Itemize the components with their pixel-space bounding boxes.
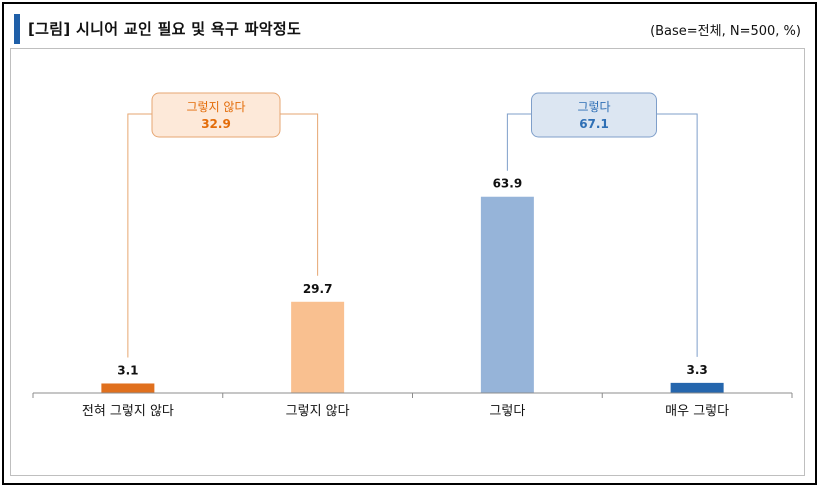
group-bracket-1 — [127, 113, 319, 358]
category-label-4: 매우 그렇다 — [665, 404, 729, 419]
group-value-1: 32.9 — [201, 117, 231, 131]
value-label-3: 63.9 — [493, 177, 523, 191]
group-value-2: 67.1 — [579, 117, 609, 131]
group-label-1: 그렇지 않다 — [186, 99, 245, 114]
bar-3 — [480, 196, 534, 393]
bar-chart: 3.129.763.93.3전혀 그렇지 않다 그렇지 않다 그렇다 매우 그렇다그렇… — [32, 92, 793, 419]
group-box-2 — [531, 92, 657, 138]
chart-title: [그림] 시니어 교인 필요 및 욕구 파악정도 — [28, 20, 302, 38]
value-label-2: 29.7 — [303, 282, 333, 296]
group-box-1 — [151, 92, 281, 138]
category-label-2: 그렇지 않다 — [286, 404, 350, 419]
category-label-3: 그렇다 — [489, 404, 525, 419]
group-label-2: 그렇다 — [577, 99, 610, 114]
plot-area: 3.1 29.7 63.9 3.3 전혀 그렇지 않다 그렇지 않다 그렇다 매우 그렇다 그렇… — [10, 48, 805, 476]
category-label-1: 전혀 그렇지 않다 — [82, 404, 174, 419]
bar-2 — [291, 301, 345, 393]
title-accent-bar — [14, 14, 20, 44]
value-label-4: 3.3 — [686, 363, 707, 377]
bar-4 — [670, 382, 724, 393]
value-label-1: 3.1 — [117, 363, 138, 377]
bar-1 — [101, 383, 155, 393]
base-note: (Base=전체, N=500, %) — [650, 24, 801, 39]
group-bracket-2 — [506, 113, 698, 357]
